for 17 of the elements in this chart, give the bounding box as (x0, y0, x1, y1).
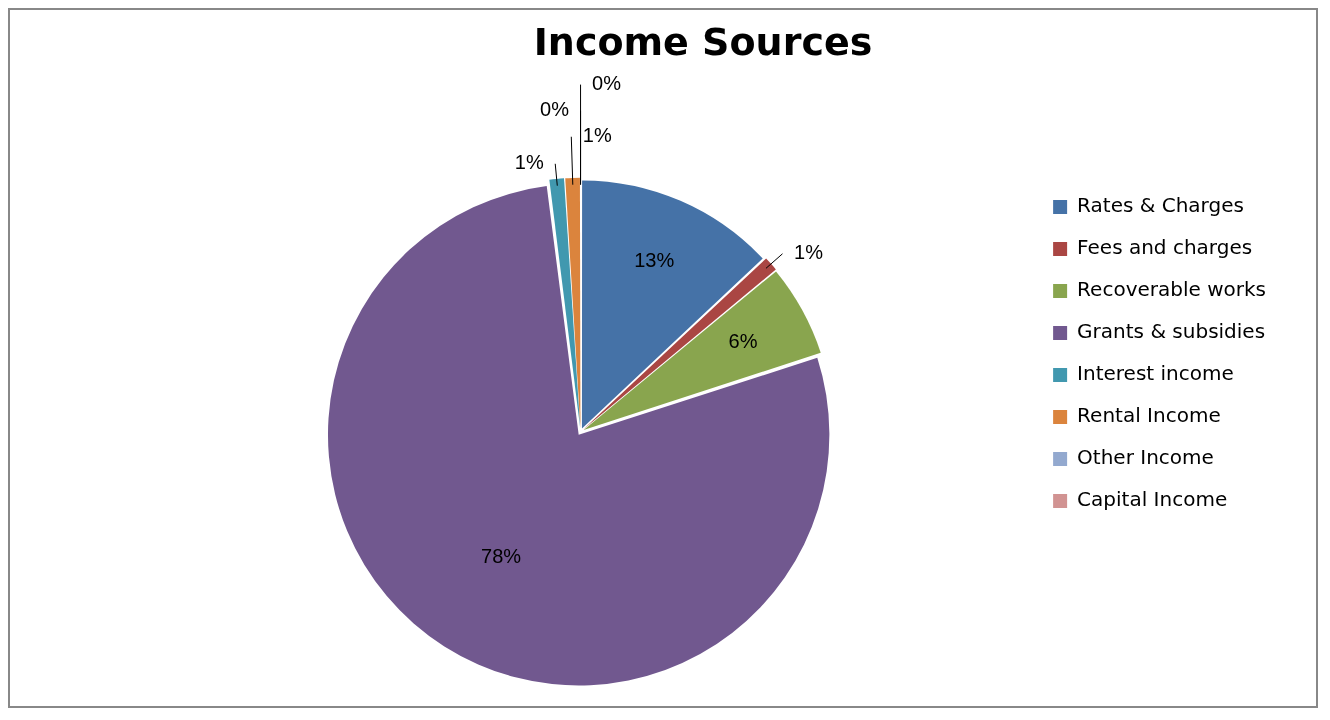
legend-label: Rates & Charges (1077, 193, 1244, 218)
data-label: 78% (481, 544, 522, 567)
data-label: 13% (634, 249, 675, 272)
legend-label: Other Income (1077, 445, 1214, 470)
legend-label: Capital Income (1077, 487, 1228, 512)
text: 0% (540, 98, 570, 121)
data-label: 1% (514, 151, 544, 174)
data-label: 6% (728, 330, 758, 352)
text: 0% (592, 72, 622, 95)
legend-label: Fees and charges (1077, 235, 1253, 260)
chart-title: Income Sources (533, 19, 873, 64)
legend-label: Rental Income (1077, 403, 1221, 428)
data-label: 1% (794, 241, 824, 264)
legend-label: Recoverable works (1077, 277, 1266, 302)
legend-label: Interest income (1077, 361, 1234, 386)
legend-label: Grants & subsidies (1077, 319, 1266, 344)
data-label: 1% (582, 124, 612, 147)
